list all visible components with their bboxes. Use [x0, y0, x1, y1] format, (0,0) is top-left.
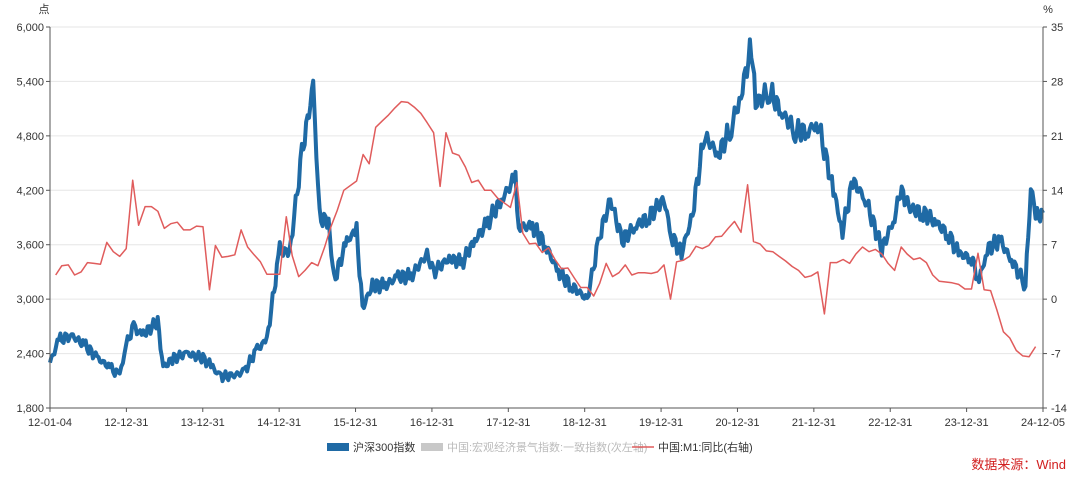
left-tick-label: 5,400: [16, 76, 44, 88]
x-tick-label: 13-12-31: [181, 417, 225, 429]
right-tick-label: 21: [1051, 131, 1063, 143]
series-layer: [48, 37, 1045, 384]
legend-item-2[interactable]: 中国:M1:同比(右轴): [632, 440, 753, 454]
right-tick-label: -7: [1051, 349, 1061, 361]
x-tick-label: 20-12-31: [715, 417, 759, 429]
x-tick-label: 18-12-31: [563, 417, 607, 429]
right-tick-label: -14: [1051, 403, 1067, 415]
left-tick-label: 4,800: [16, 131, 44, 143]
left-tick-label: 3,600: [16, 240, 44, 252]
left-tick-label: 2,400: [16, 349, 44, 361]
right-tick-label: 28: [1051, 76, 1063, 88]
x-tick-label: 12-12-31: [104, 417, 148, 429]
right-tick-label: 0: [1051, 294, 1057, 306]
x-tick-label: 21-12-31: [792, 417, 836, 429]
x-tick-label: 17-12-31: [486, 417, 530, 429]
x-tick-label: 14-12-31: [257, 417, 301, 429]
legend-label: 中国:宏观经济景气指数:一致指数(次左轴): [447, 440, 647, 454]
x-tick-label: 12-01-04: [28, 417, 72, 429]
source-note: 数据来源：Wind: [971, 457, 1066, 472]
right-tick-label: 35: [1051, 22, 1063, 34]
left-tick-label: 1,800: [16, 403, 44, 415]
axes: 1,800 2,400 3,000 3,600 4,200 4,800 5,400 6,000…: [16, 22, 1066, 429]
series-line-hs300: [48, 37, 1045, 384]
series-line-m1-yoy: [55, 100, 1037, 358]
x-tick-label: 24-12-05: [1021, 417, 1065, 429]
left-tick-label: 4,200: [16, 185, 44, 197]
x-tick-label: 16-12-31: [410, 417, 454, 429]
legend-swatch: [421, 443, 443, 451]
x-tick-label: 23-12-31: [945, 417, 989, 429]
left-tick-label: 6,000: [16, 22, 44, 34]
legend-item-1[interactable]: 中国:宏观经济景气指数:一致指数(次左轴): [421, 440, 647, 454]
x-tick-label: 15-12-31: [334, 417, 378, 429]
x-tick-label: 19-12-31: [639, 417, 683, 429]
left-axis-unit: 点: [39, 3, 50, 16]
x-tick-label: 22-12-31: [868, 417, 912, 429]
legend-item-0[interactable]: 沪深300指数: [327, 440, 415, 454]
legend-label: 沪深300指数: [353, 440, 415, 454]
right-tick-label: 7: [1051, 240, 1057, 252]
left-tick-label: 3,000: [16, 294, 44, 306]
right-axis-unit: %: [1043, 4, 1053, 16]
right-tick-label: 14: [1051, 185, 1063, 197]
legend-swatch: [327, 443, 349, 451]
legend-label: 中国:M1:同比(右轴): [658, 440, 753, 454]
legend: 沪深300指数 中国:宏观经济景气指数:一致指数(次左轴) 中国:M1:同比(右轴): [327, 440, 753, 454]
gridlines: [50, 26, 1043, 409]
